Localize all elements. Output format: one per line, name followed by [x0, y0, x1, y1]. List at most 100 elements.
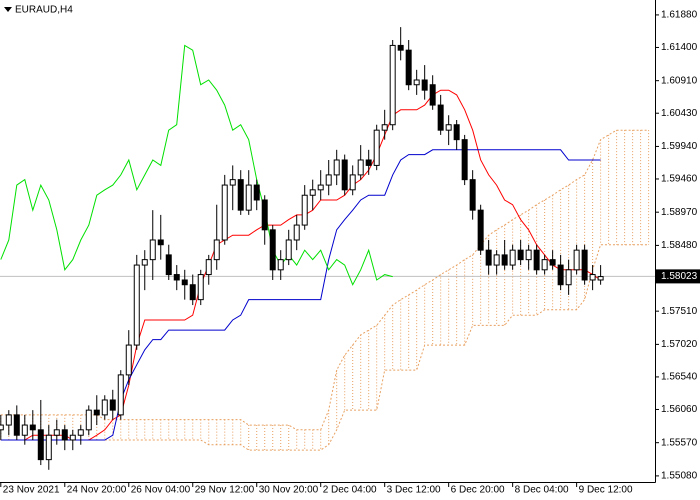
- candle-body: [101, 399, 108, 416]
- candle-body: [565, 269, 572, 286]
- indicator-line: [0, 89, 601, 441]
- candle-body: [405, 49, 412, 86]
- candle-body: [453, 124, 460, 141]
- candle-body: [181, 279, 188, 286]
- candle-body: [485, 249, 492, 266]
- y-tick-label: 1.61400: [661, 42, 698, 53]
- candle-body: [197, 274, 204, 301]
- candle-body: [341, 159, 348, 191]
- candle-body: [61, 429, 68, 441]
- candle-body: [277, 259, 284, 271]
- y-tick-label: 1.56060: [661, 404, 698, 415]
- candle-body: [141, 259, 148, 266]
- candle-body: [437, 104, 444, 131]
- y-tick-label: 1.58480: [661, 240, 698, 251]
- y-tick-label: 1.56540: [661, 372, 698, 383]
- y-tick-label: 1.59460: [661, 174, 698, 185]
- candle-body: [221, 184, 228, 241]
- chart-title: EURAUD,H4: [15, 5, 73, 16]
- candle-body: [397, 44, 404, 51]
- x-tick-label: 6 Dec 20:00: [451, 485, 505, 496]
- candle-body: [205, 259, 212, 276]
- candle-body: [309, 189, 316, 196]
- candle-body: [13, 414, 20, 436]
- candle-body: [253, 184, 260, 201]
- current-price-label: 1.58023: [661, 271, 698, 282]
- candle-body: [541, 259, 548, 271]
- candle-body: [533, 249, 540, 271]
- candle-body: [21, 424, 28, 436]
- candle-body: [69, 434, 76, 441]
- candle-body: [189, 284, 196, 301]
- symbol-menu-icon[interactable]: [4, 7, 12, 12]
- y-tick-label: 1.58970: [661, 207, 698, 218]
- candle-body: [269, 229, 276, 271]
- candle-body: [229, 179, 236, 186]
- candle-body: [117, 374, 124, 416]
- candle-body: [333, 159, 340, 176]
- x-tick-label: 24 Nov 20:00: [67, 485, 127, 496]
- candle-body: [469, 179, 476, 211]
- x-tick-label: 23 Nov 2021: [3, 485, 60, 496]
- candle-body: [365, 159, 372, 166]
- candle-body: [245, 184, 252, 211]
- candle-body: [381, 124, 388, 131]
- candle-body: [549, 259, 556, 266]
- candle-body: [477, 209, 484, 251]
- y-tick-label: 1.60430: [661, 108, 698, 119]
- x-tick-label: 3 Dec 12:00: [387, 485, 441, 496]
- candle-body: [429, 84, 436, 106]
- candle-body: [461, 139, 468, 181]
- x-tick-label: 26 Nov 04:00: [131, 485, 191, 496]
- candle-body: [237, 179, 244, 211]
- candle-body: [349, 174, 356, 191]
- y-tick-label: 1.57510: [661, 306, 698, 317]
- x-tick-label: 2 Dec 04:00: [323, 485, 377, 496]
- candle-body: [53, 429, 60, 436]
- candle-body: [213, 239, 220, 261]
- y-tick-label: 1.57020: [661, 339, 698, 350]
- candle-body: [325, 174, 332, 186]
- candle-body: [165, 254, 172, 276]
- candle-body: [125, 344, 132, 376]
- candle-body: [93, 409, 100, 416]
- y-tick-label: 1.59940: [661, 141, 698, 152]
- candle-body: [85, 409, 92, 431]
- candle-body: [261, 199, 268, 231]
- candle-body: [581, 249, 588, 281]
- candle-body: [77, 429, 84, 436]
- indicator-line: [0, 149, 601, 441]
- y-tick-label: 1.55570: [661, 437, 698, 448]
- x-tick-label: 9 Dec 12:00: [579, 485, 633, 496]
- candle-body: [373, 129, 380, 166]
- candle-body: [573, 249, 580, 271]
- senkou-span-b: [0, 244, 649, 451]
- candle-body: [445, 124, 452, 131]
- candle-body: [173, 274, 180, 281]
- x-tick-label: 30 Nov 20:00: [259, 485, 319, 496]
- current-price-box: [656, 269, 700, 284]
- x-tick-label: 29 Nov 12:00: [195, 485, 255, 496]
- candle-body: [597, 276, 604, 281]
- candle-body: [557, 264, 564, 286]
- candle-body: [509, 249, 516, 266]
- candle-body: [285, 239, 292, 261]
- x-tick-label: 8 Dec 04:00: [515, 485, 569, 496]
- candle-body: [5, 414, 12, 426]
- candle-body: [517, 249, 524, 261]
- indicator-line: [0, 44, 393, 286]
- y-tick-label: 1.61880: [661, 10, 698, 21]
- candle-body: [421, 79, 428, 91]
- plot: [0, 27, 655, 470]
- y-tick-label: 1.55080: [661, 471, 698, 482]
- candle-body: [0, 424, 4, 431]
- candle-body: [357, 159, 364, 176]
- candle-body: [501, 254, 508, 266]
- candle-body: [317, 184, 324, 191]
- candle-body: [293, 224, 300, 241]
- candle-body: [413, 79, 420, 86]
- candle-body: [133, 264, 140, 346]
- candle-body: [149, 239, 156, 261]
